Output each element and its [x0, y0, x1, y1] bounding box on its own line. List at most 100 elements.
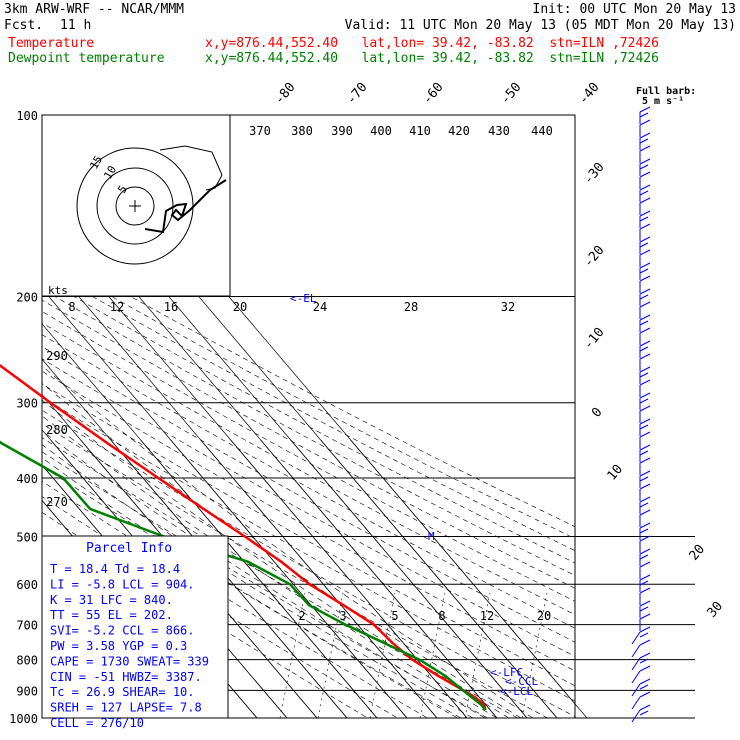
parcel-info-row: PW = 3.58 YGP = 0.3: [50, 639, 187, 653]
pressure-label: 200: [16, 291, 38, 305]
theta-label: 410: [409, 124, 431, 138]
wind-barb-flag: [639, 314, 651, 321]
barb-legend-title: Full barb:: [636, 86, 696, 97]
wind-barb-flag: [639, 119, 651, 126]
wind-barb-flag: [639, 704, 651, 711]
wind-barb-flag: [639, 132, 651, 139]
parcel-info-row: TT = 55 EL = 202.: [50, 608, 173, 622]
barb-legend-value: 5 m s⁻¹: [642, 96, 684, 107]
wind-barb-flag: [639, 691, 651, 698]
dry-adiabat: [42, 288, 575, 576]
wind-barb-flag: [639, 327, 651, 334]
isotherm-line: [110, 440, 348, 718]
wind-barb-flag: [639, 580, 649, 586]
wind-barb-flag: [639, 509, 651, 516]
wind-barb-flag: [639, 190, 649, 196]
dewpoint-location: x,y=876.44,552.40 lat,lon= 39.42, -83.82…: [205, 51, 659, 66]
wind-barb-flag: [639, 171, 651, 178]
isotherm-line: [0, 115, 17, 718]
dry-adiabat: [42, 451, 489, 718]
wind-barb: [631, 709, 641, 723]
wind-barb-flag: [639, 210, 651, 217]
wind-barb-flag: [639, 249, 651, 256]
wind-barb-flag: [639, 301, 651, 308]
isotherm-line: [170, 440, 408, 718]
mixing-ratio-label: 5: [391, 609, 398, 623]
wind-barb-flag: [639, 145, 651, 152]
speed-tick-label: 24: [313, 300, 327, 314]
pressure-label: 600: [16, 578, 38, 592]
pressure-label: 100: [16, 109, 38, 123]
wind-barb-flag: [639, 658, 649, 664]
wind-barb-flag: [639, 106, 651, 113]
pressure-label: 500: [16, 530, 38, 544]
hodograph-ring: [115, 186, 155, 226]
wind-barb-flag: [639, 457, 651, 464]
temperature-profile: [0, 363, 487, 711]
wind-barb-flag: [639, 574, 651, 581]
pressure-label: 300: [16, 397, 38, 411]
wind-barb-flag: [639, 684, 649, 690]
wind-barb-flag: [639, 431, 651, 438]
lcl-marker: <-LCL: [500, 685, 533, 698]
fcst-value: 11 h: [60, 18, 92, 33]
wind-barb-flag: [639, 632, 649, 638]
wind-barb-flag: [639, 561, 651, 568]
wind-barb-flag: [639, 294, 649, 300]
init-time: Init: 00 UTC Mon 20 May 13: [532, 2, 737, 17]
wind-barb-flag: [639, 554, 649, 560]
parcel-info-row: CAPE = 1730 SWEAT= 339: [50, 654, 209, 668]
speed-tick-label: 8: [68, 300, 75, 314]
wind-barb-flag: [639, 606, 649, 612]
wind-barb-flag: [639, 548, 651, 555]
dry-adiabat: [42, 322, 575, 616]
hodograph-ring: [96, 167, 174, 245]
wind-barb: [631, 696, 641, 710]
wind-barb: [631, 657, 641, 671]
wind-barb-flag: [639, 158, 651, 165]
dry-adiabat: [42, 334, 575, 629]
legend-dewpoint: Dewpoint temperature: [8, 51, 165, 66]
wind-barb-flag: [639, 138, 649, 144]
isotherm-label: -70: [344, 80, 371, 108]
wind-barb-flag: [639, 353, 651, 360]
speed-tick-label: 12: [110, 300, 124, 314]
dry-adiabat: [42, 396, 575, 702]
wind-barb-flag: [639, 236, 651, 243]
wind-barb-flag: [639, 665, 651, 672]
wind-barb-flag: [639, 346, 649, 352]
wind-barb-flag: [639, 678, 651, 685]
isotherm-label: 10: [605, 462, 627, 484]
wind-barb: [631, 683, 641, 697]
fcst-label: Fcst.: [4, 18, 44, 33]
speed-tick-label: 32: [501, 300, 515, 314]
mixing-ratio-label: 20: [537, 609, 551, 623]
hodograph-outline: [159, 145, 223, 191]
isotherm-label: 30: [705, 599, 727, 621]
pressure-label: 800: [16, 654, 38, 668]
dry-adiabat: [42, 423, 549, 718]
isotherm-line: [140, 440, 378, 718]
wind-barb-flag: [639, 216, 649, 222]
dry-adiabat: [42, 267, 575, 551]
wind-barb-flag: [639, 164, 649, 170]
wind-barb-flag: [639, 587, 651, 594]
theta-label: 420: [448, 124, 470, 138]
pressure-label: 1000: [9, 712, 38, 726]
mixing-ratio-label: 2: [298, 609, 305, 623]
isotherm-line: [260, 440, 498, 718]
mixing-ratio-label: 12: [480, 609, 494, 623]
dry-adiabat: [42, 358, 575, 657]
wind-barb-flag: [639, 639, 651, 646]
wind-barb-flag: [639, 184, 651, 191]
theta-label: 440: [531, 124, 553, 138]
wind-barb-flag: [639, 197, 651, 204]
dry-adiabat: [42, 246, 575, 528]
wind-barb: [631, 670, 641, 684]
isotherm-label: -80: [272, 80, 299, 108]
wind-barb-flag: [639, 502, 649, 508]
isotherm-label: 0: [589, 405, 606, 421]
wind-barb-flag: [639, 379, 651, 386]
parcel-info-title: Parcel Info: [86, 541, 172, 556]
